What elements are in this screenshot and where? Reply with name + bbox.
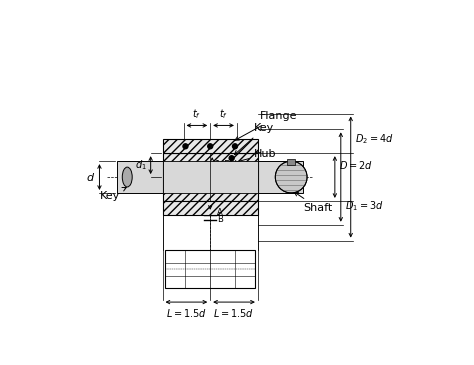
Text: $D = 2d$: $D = 2d$ [339,159,373,171]
Bar [118,161,163,193]
Text: Shaft: Shaft [294,192,332,213]
Text: $t_f$: $t_f$ [192,108,201,122]
Bar [163,139,258,153]
Circle shape [275,161,307,193]
Text: $d$: $d$ [86,171,95,183]
Circle shape [183,144,188,149]
Ellipse shape [122,167,132,187]
Text: $D_1 = 3d$: $D_1 = 3d$ [345,199,383,212]
Text: Flange: Flange [235,111,297,140]
Text: $L = 1.5d$: $L = 1.5d$ [166,307,207,319]
Text: $L = 1.5d$: $L = 1.5d$ [213,307,255,319]
Text: A: A [217,208,223,217]
Text: Hub: Hub [228,149,277,165]
Text: Key: Key [235,123,274,155]
Text: B: B [217,215,223,224]
Text: Key: Key [100,188,126,201]
Text: $1.5d$: $1.5d$ [214,158,238,170]
Bar [258,161,303,193]
Circle shape [208,144,213,149]
Bar [163,201,258,215]
Circle shape [232,144,237,149]
Bar [287,159,295,165]
Text: $d_1$: $d_1$ [135,158,146,172]
Circle shape [229,156,234,161]
Bar [163,161,258,193]
Text: $D_2 = 4d$: $D_2 = 4d$ [355,132,393,146]
Bar [163,153,258,201]
Text: $t_f$: $t_f$ [219,108,228,122]
Bar [165,250,255,288]
